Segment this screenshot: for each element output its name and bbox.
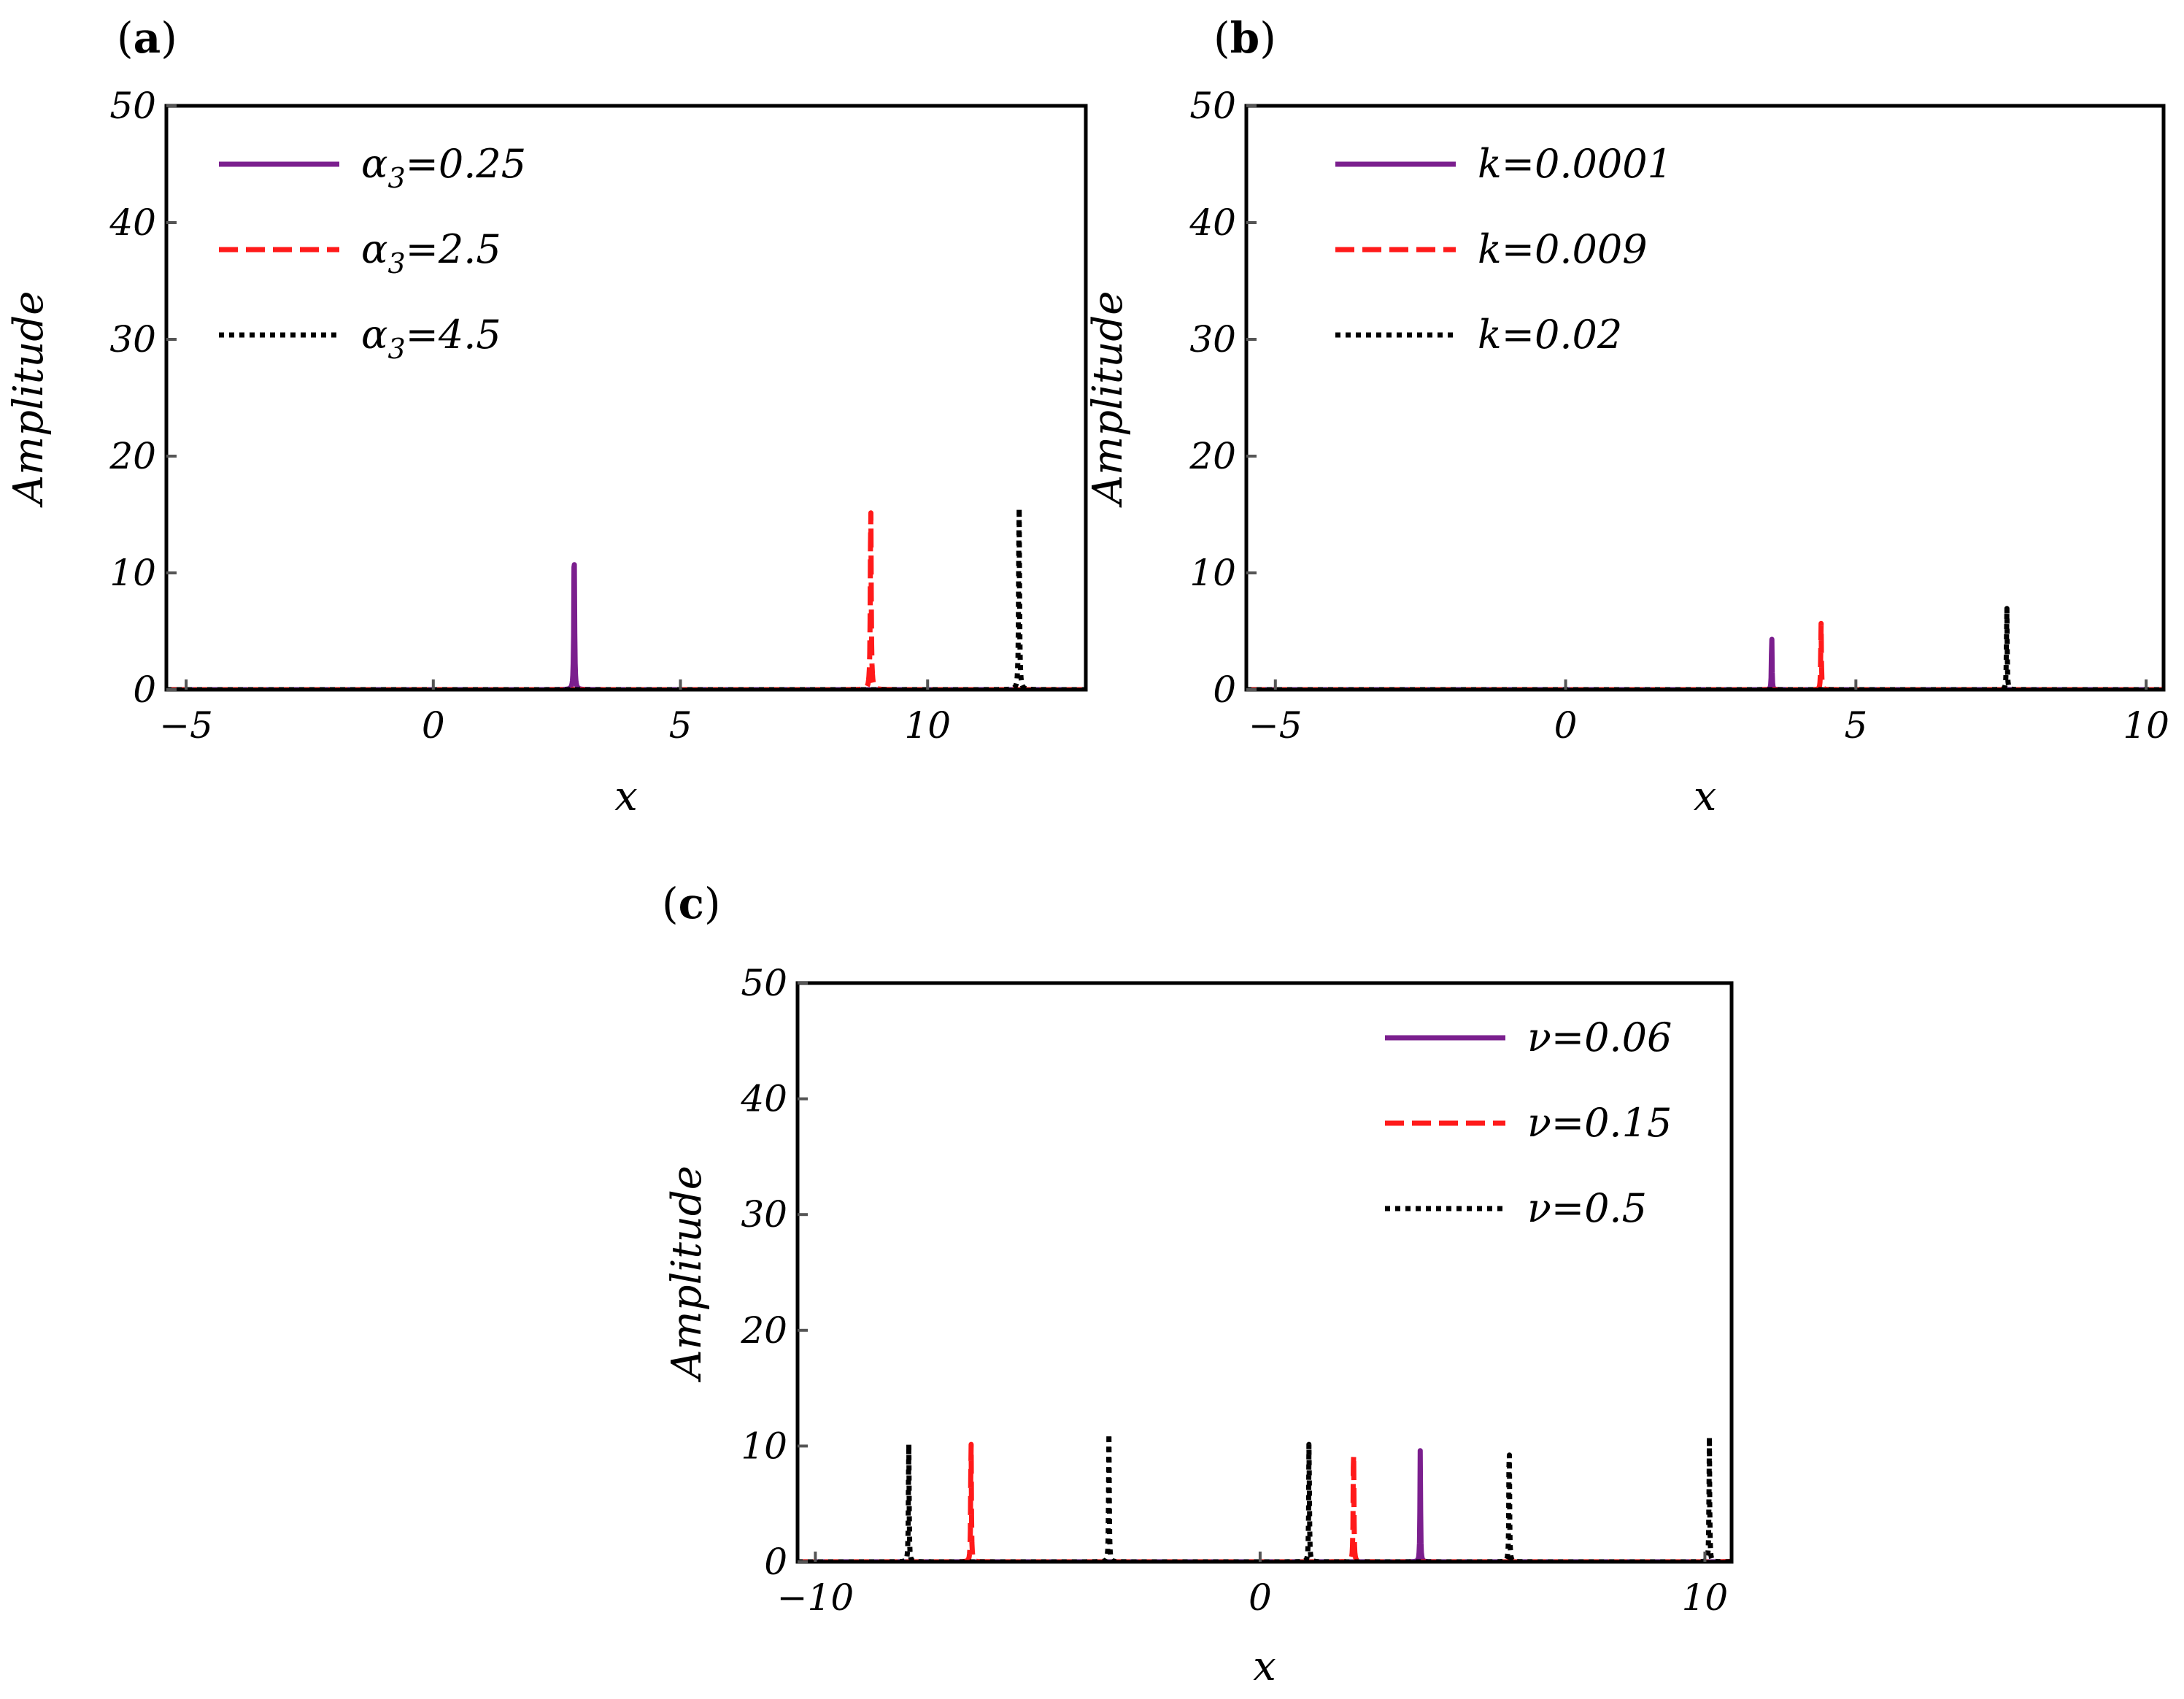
series-line-1 xyxy=(1246,636,2164,690)
legend-label-3: ν=0.5 xyxy=(1527,1185,1647,1231)
legend-label-2: k=0.009 xyxy=(1478,226,1648,272)
y-tick-label: 40 xyxy=(1189,201,1236,244)
x-tick-label: 5 xyxy=(669,704,692,747)
series-line-2 xyxy=(166,510,1086,690)
legend-label-2: ν=0.15 xyxy=(1527,1100,1672,1146)
y-tick-label: 40 xyxy=(740,1078,787,1120)
panel-label: (c) xyxy=(662,879,721,928)
series-line-2 xyxy=(1246,620,2164,690)
y-tick-label: 10 xyxy=(109,552,156,594)
panel-label: (b) xyxy=(1213,13,1276,63)
y-tick-label: 20 xyxy=(109,435,156,477)
x-axis-title: x xyxy=(1253,1643,1276,1690)
y-tick-label: 50 xyxy=(109,85,156,127)
plot-frame xyxy=(164,104,1088,692)
legend-label-3: k=0.02 xyxy=(1478,312,1622,358)
x-tick-label: 10 xyxy=(1682,1576,1729,1619)
series-line-2 xyxy=(798,1441,1732,1562)
x-tick-label: 10 xyxy=(2123,704,2169,747)
series-line-3 xyxy=(798,1431,1732,1562)
plot-frame xyxy=(795,981,1734,1564)
chart-panel-b: 0 10 20 30 40 50 −5 0 5 10 x Amplitude (b) k=0.0001 k=… xyxy=(1084,13,2169,820)
legend-label-2: α3=2.5 xyxy=(361,226,501,280)
y-tick-label: 0 xyxy=(133,669,156,711)
x-axis-title: x xyxy=(1694,773,1717,820)
panel-label: (a) xyxy=(117,13,177,63)
x-tick-label: 0 xyxy=(1249,1576,1272,1619)
legend-label-1: α3=0.25 xyxy=(361,141,526,194)
y-tick-label: 0 xyxy=(1213,669,1236,711)
legend-bg xyxy=(1379,1179,1511,1230)
series-line-3 xyxy=(1246,606,2164,690)
y-tick-label: 10 xyxy=(741,1425,787,1467)
y-tick-label: 30 xyxy=(1189,318,1236,361)
legend-bg xyxy=(1379,1094,1511,1145)
y-axis-title: Amplitude xyxy=(663,1166,711,1383)
plot-frame xyxy=(1244,104,2166,692)
y-tick-label: 50 xyxy=(1189,85,1236,127)
legend-bg xyxy=(1379,1009,1511,1060)
legend-label-3: α3=4.5 xyxy=(361,312,501,365)
y-tick-label: 10 xyxy=(1189,552,1236,594)
y-tick-label: 30 xyxy=(109,318,156,361)
y-axis-title: Amplitude xyxy=(5,291,53,509)
y-axis-title: Amplitude xyxy=(1084,291,1132,509)
y-tick-label: 0 xyxy=(764,1541,787,1583)
y-tick-label: 20 xyxy=(1189,435,1236,477)
legend-label-1: k=0.0001 xyxy=(1478,141,1672,187)
x-tick-label: −5 xyxy=(159,704,213,747)
y-tick-label: 50 xyxy=(741,962,787,1004)
x-axis-title: x xyxy=(614,773,638,820)
x-tick-label: 10 xyxy=(904,704,951,747)
y-tick-label: 20 xyxy=(740,1309,787,1352)
x-tick-label: 0 xyxy=(422,704,445,747)
x-tick-label: −10 xyxy=(777,1576,854,1619)
legend-label-1: ν=0.06 xyxy=(1527,1014,1672,1060)
x-tick-label: 5 xyxy=(1844,704,1867,747)
series-line-1 xyxy=(166,562,1086,690)
series-line-3 xyxy=(166,505,1086,690)
series-line-1 xyxy=(798,1448,1732,1562)
x-tick-label: 0 xyxy=(1554,704,1578,747)
y-tick-label: 40 xyxy=(109,201,156,244)
x-tick-label: −5 xyxy=(1249,704,1303,747)
y-tick-label: 30 xyxy=(741,1193,787,1236)
